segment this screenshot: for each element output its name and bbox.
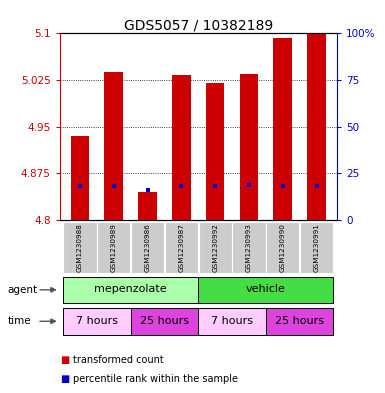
Text: mepenzolate: mepenzolate <box>94 284 167 294</box>
Bar <box>273 38 292 220</box>
Text: GSM1230988: GSM1230988 <box>77 223 83 272</box>
Text: ■: ■ <box>60 374 69 384</box>
Title: GDS5057 / 10382189: GDS5057 / 10382189 <box>124 18 273 32</box>
Bar <box>97 222 131 273</box>
Text: time: time <box>8 316 31 326</box>
Bar <box>266 222 300 273</box>
Bar <box>307 33 326 220</box>
Bar <box>71 136 89 220</box>
Bar <box>266 308 333 334</box>
Bar <box>206 83 224 220</box>
Text: GSM1230989: GSM1230989 <box>111 223 117 272</box>
Bar <box>138 192 157 220</box>
Bar <box>63 277 198 303</box>
Text: GSM1230992: GSM1230992 <box>212 223 218 272</box>
Text: ■: ■ <box>60 354 69 365</box>
Text: percentile rank within the sample: percentile rank within the sample <box>73 374 238 384</box>
Text: GSM1230987: GSM1230987 <box>178 223 184 272</box>
Text: GSM1230986: GSM1230986 <box>145 223 151 272</box>
Bar <box>198 277 333 303</box>
Text: 25 hours: 25 hours <box>275 316 324 326</box>
Text: GSM1230993: GSM1230993 <box>246 223 252 272</box>
Text: 7 hours: 7 hours <box>76 316 118 326</box>
Text: GSM1230990: GSM1230990 <box>280 223 286 272</box>
Text: agent: agent <box>8 285 38 295</box>
Text: 7 hours: 7 hours <box>211 316 253 326</box>
Bar <box>63 222 97 273</box>
Bar <box>300 222 333 273</box>
Text: 25 hours: 25 hours <box>140 316 189 326</box>
Text: GSM1230991: GSM1230991 <box>314 223 320 272</box>
Text: transformed count: transformed count <box>73 354 164 365</box>
Bar <box>240 74 258 220</box>
Bar <box>131 222 164 273</box>
Bar <box>172 75 191 220</box>
Bar <box>165 222 198 273</box>
Bar <box>63 308 131 334</box>
Text: vehicle: vehicle <box>246 284 286 294</box>
Bar <box>232 222 266 273</box>
Bar <box>104 72 123 220</box>
Bar <box>198 308 266 334</box>
Bar <box>199 222 232 273</box>
Bar <box>131 308 198 334</box>
